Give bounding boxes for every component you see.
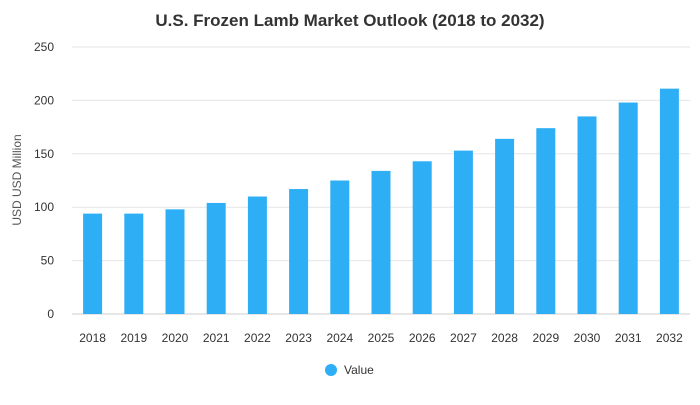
bar[interactable] bbox=[577, 116, 597, 314]
x-tick-label: 2018 bbox=[79, 331, 106, 345]
chart-title: U.S. Frozen Lamb Market Outlook (2018 to… bbox=[155, 11, 544, 30]
bar[interactable] bbox=[495, 138, 515, 314]
x-tick-label: 2020 bbox=[162, 331, 189, 345]
x-tick-label: 2022 bbox=[244, 331, 271, 345]
y-axis-ticks: 0 50 100 150 200 250 bbox=[34, 40, 54, 321]
bar[interactable] bbox=[247, 196, 267, 314]
bar[interactable] bbox=[206, 202, 226, 314]
y-axis-label: USD USD Million bbox=[10, 134, 24, 225]
legend[interactable]: Value bbox=[325, 363, 374, 377]
x-tick-label: 2030 bbox=[574, 331, 601, 345]
y-tick-label: 150 bbox=[34, 147, 54, 161]
x-tick-label: 2026 bbox=[409, 331, 436, 345]
x-tick-label: 2028 bbox=[491, 331, 518, 345]
legend-label: Value bbox=[344, 363, 374, 377]
x-tick-label: 2032 bbox=[656, 331, 683, 345]
bar[interactable] bbox=[330, 180, 350, 315]
y-tick-label: 200 bbox=[34, 93, 54, 107]
x-tick-label: 2019 bbox=[120, 331, 147, 345]
x-tick-label: 2021 bbox=[203, 331, 230, 345]
x-tick-label: 2023 bbox=[285, 331, 312, 345]
bar[interactable] bbox=[536, 128, 556, 314]
x-tick-label: 2027 bbox=[450, 331, 477, 345]
bars bbox=[83, 88, 679, 315]
bar[interactable] bbox=[659, 88, 679, 314]
x-tick-label: 2031 bbox=[615, 331, 642, 345]
bar[interactable] bbox=[289, 189, 309, 314]
bar[interactable] bbox=[83, 213, 103, 314]
bar[interactable] bbox=[453, 150, 473, 314]
y-tick-label: 250 bbox=[34, 40, 54, 54]
legend-swatch bbox=[325, 364, 337, 376]
x-tick-label: 2024 bbox=[326, 331, 353, 345]
bar[interactable] bbox=[371, 170, 391, 314]
y-tick-label: 0 bbox=[47, 307, 54, 321]
bar[interactable] bbox=[618, 102, 638, 314]
x-tick-label: 2029 bbox=[532, 331, 559, 345]
bar[interactable] bbox=[124, 213, 144, 314]
bar[interactable] bbox=[165, 209, 185, 314]
x-tick-label: 2025 bbox=[368, 331, 395, 345]
y-tick-label: 100 bbox=[34, 200, 54, 214]
x-axis-ticks: 2018 2019 2020 2021 2022 2023 2024 2025 2026 2027… bbox=[79, 331, 683, 345]
y-tick-label: 50 bbox=[41, 254, 55, 268]
bar[interactable] bbox=[412, 161, 432, 314]
